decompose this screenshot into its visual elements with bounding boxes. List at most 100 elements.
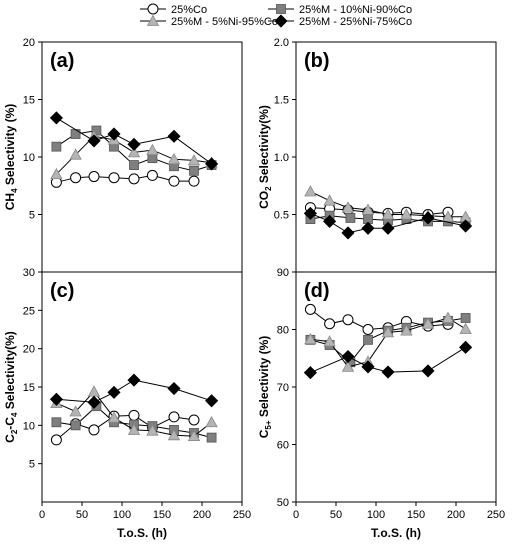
data-point bbox=[341, 201, 355, 213]
x-tick-label: 150 bbox=[407, 509, 425, 521]
data-point bbox=[421, 364, 435, 378]
series-line bbox=[310, 346, 466, 374]
data-point bbox=[167, 428, 181, 441]
data-point bbox=[107, 411, 121, 423]
data-point bbox=[127, 373, 141, 387]
x-axis-label: T.o.S. (h) bbox=[371, 526, 421, 540]
legend-marker-square bbox=[276, 4, 286, 14]
legend-marker-triangle bbox=[146, 14, 160, 26]
panel-c: (c) 5 10 15 20 25 30 0 50 100 150 200 250 T.o.S. (h) C… bbox=[3, 267, 251, 540]
data-point bbox=[205, 394, 219, 408]
data-point bbox=[361, 221, 375, 235]
series-line bbox=[56, 117, 212, 165]
y-tick-label: 15 bbox=[23, 95, 35, 107]
y-axis-label-part: CH bbox=[3, 193, 17, 210]
data-point bbox=[323, 214, 337, 228]
data-point bbox=[69, 405, 82, 417]
series-25-co bbox=[50, 169, 200, 188]
x-tick-label: 200 bbox=[447, 509, 465, 521]
data-point bbox=[381, 365, 395, 379]
legend-label: 25%Co bbox=[171, 4, 207, 16]
legend-label: 25%M - 5%Ni-95%Co bbox=[171, 16, 278, 28]
data-point bbox=[128, 409, 140, 421]
panel-label: (c) bbox=[50, 280, 74, 302]
y-axis-label-part: Selectivity (%) bbox=[3, 104, 17, 189]
y-axis-label-part: Selectivity(%) bbox=[257, 105, 271, 186]
legend: 25%Co 25%M - 10%Ni-90%Co 25%M - 5%Ni-95%Co… bbox=[140, 3, 412, 28]
data-point bbox=[342, 314, 354, 326]
data-point bbox=[304, 332, 317, 345]
data-point bbox=[168, 411, 180, 423]
plot-frame bbox=[295, 41, 497, 273]
y-tick-label: 70 bbox=[277, 382, 289, 394]
y-tick-label: 10 bbox=[23, 420, 35, 432]
data-point bbox=[146, 424, 159, 436]
y-tick-label: 80 bbox=[277, 325, 289, 337]
y-tick-label: 5 bbox=[29, 210, 35, 222]
data-point bbox=[188, 175, 200, 187]
y-axis-label: C2-C4 Selectivity(%) bbox=[3, 331, 19, 443]
data-point bbox=[167, 129, 181, 143]
legend-item-25-co: 25%Co bbox=[140, 3, 207, 16]
series-25-m-25-ni-75-co bbox=[49, 373, 219, 409]
legend-marker-circle bbox=[147, 3, 159, 15]
plot-frame bbox=[41, 271, 243, 503]
panel-a: (a) 5 10 15 20 CH4 Selectivity (%) bbox=[3, 37, 243, 273]
panel-d: (d) 50 60 70 80 90 0 50 100 150 200 250 T.o.S. (h) C5… bbox=[257, 267, 505, 540]
x-tick-label: 100 bbox=[113, 509, 131, 521]
legend-item-25-m-5-ni-95-co: 25%M - 5%Ni-95%Co bbox=[140, 14, 278, 28]
y-axis-label-subscript: 4 bbox=[10, 412, 19, 417]
data-point bbox=[304, 303, 316, 315]
y-tick-label: 0.5 bbox=[274, 210, 289, 222]
data-point bbox=[189, 165, 199, 176]
x-tick-label: 0 bbox=[293, 509, 299, 521]
data-point bbox=[441, 311, 455, 323]
data-point bbox=[70, 172, 82, 184]
data-point bbox=[324, 318, 336, 330]
data-point bbox=[363, 334, 373, 345]
x-tick-label: 50 bbox=[76, 509, 88, 521]
series-25-m-25-ni-75-co bbox=[303, 206, 473, 240]
y-axis-label-part: Selectivity (%) bbox=[257, 336, 271, 421]
data-point bbox=[303, 366, 317, 380]
y-axis-label-part: Selectivity(%) bbox=[3, 331, 17, 412]
legend-item-25-m-10-ni-90-co: 25%M - 10%Ni-90%Co bbox=[268, 4, 412, 16]
data-point bbox=[381, 326, 395, 338]
data-point bbox=[70, 129, 81, 139]
y-tick-label: 1.5 bbox=[274, 95, 289, 107]
data-point bbox=[345, 213, 356, 223]
y-tick-label: 30 bbox=[23, 267, 35, 279]
data-point bbox=[323, 335, 336, 347]
panel-b: (b) 0.5 1.0 1.5 2.0 CO2 Selectivity(%) bbox=[257, 37, 497, 273]
data-point bbox=[441, 210, 455, 222]
data-point bbox=[381, 208, 395, 220]
panel-label: (a) bbox=[50, 50, 74, 72]
legend-marker-diamond bbox=[274, 14, 288, 28]
data-point bbox=[70, 420, 81, 431]
data-point bbox=[341, 349, 355, 364]
panel-label: (b) bbox=[304, 50, 330, 72]
legend-item-25-m-25-ni-75-co: 25%M - 25%Ni-75%Co bbox=[268, 14, 412, 28]
data-point bbox=[459, 219, 473, 233]
x-tick-label: 250 bbox=[233, 509, 251, 521]
data-point bbox=[361, 203, 375, 215]
data-point bbox=[88, 171, 100, 183]
data-point bbox=[50, 167, 63, 180]
y-axis-label-part: C bbox=[257, 429, 271, 438]
x-axis-label: T.o.S. (h) bbox=[117, 526, 167, 540]
data-point bbox=[146, 143, 159, 156]
data-point bbox=[167, 152, 181, 165]
data-point bbox=[400, 208, 413, 220]
y-tick-label: 10 bbox=[23, 152, 35, 164]
x-tick-label: 250 bbox=[487, 509, 505, 521]
data-point bbox=[146, 169, 158, 181]
x-tick-label: 50 bbox=[330, 509, 342, 521]
y-axis-label: C5+ Selectivity (%) bbox=[257, 336, 273, 439]
data-point bbox=[129, 160, 139, 170]
y-tick-label: 20 bbox=[23, 37, 35, 49]
legend-label: 25%M - 25%Ni-75%Co bbox=[299, 16, 412, 28]
data-point bbox=[49, 392, 63, 406]
data-point bbox=[362, 324, 374, 335]
